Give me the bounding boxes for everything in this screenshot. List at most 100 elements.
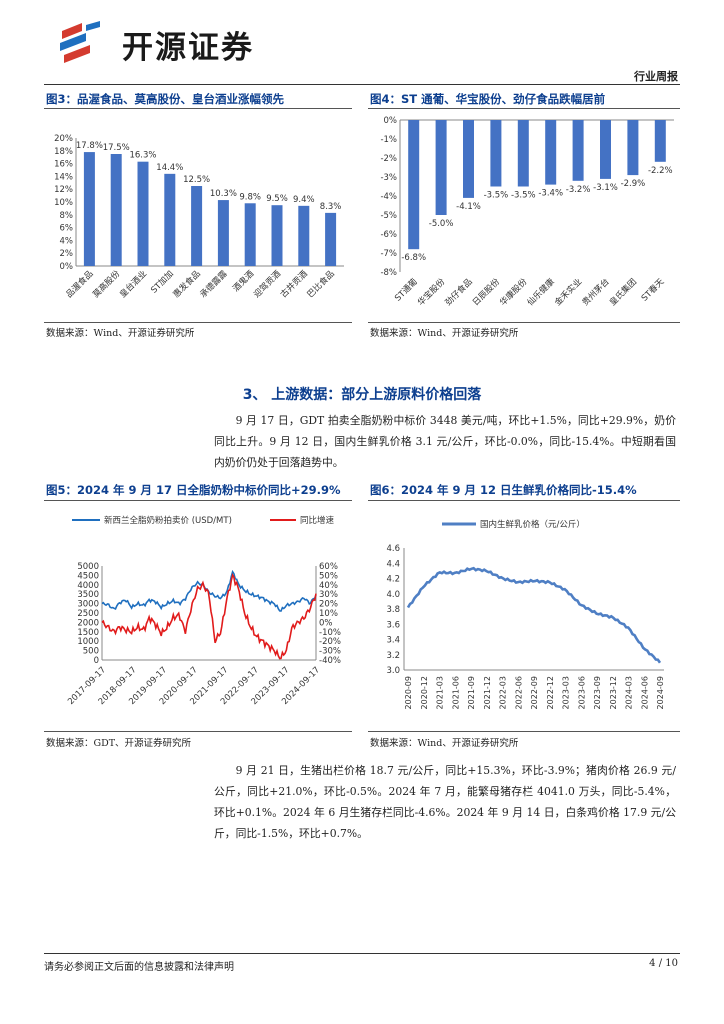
y-tick-label: 4.6 <box>386 544 400 554</box>
y-tick-left: 0 <box>94 656 99 666</box>
footer-rule <box>44 953 680 954</box>
data-label: 16.3% <box>129 151 156 161</box>
y-tick-label: 10% <box>54 198 73 208</box>
data-label: -3.5% <box>511 191 536 201</box>
x-tick-label: 皇氏集团 <box>607 276 639 308</box>
x-tick-label: 2023-06 <box>577 676 586 709</box>
fig5-chart: 新西兰全脂奶粉拍卖价 (USD/MT) 同比增速50004500400035003… <box>66 515 341 707</box>
x-tick-label: 贵州茅台 <box>580 276 612 308</box>
fig6-bottom-rule <box>368 731 680 732</box>
legend-gdt-label: 新西兰全脂奶粉拍卖价 (USD/MT) <box>104 515 232 526</box>
x-tick-label: 古井贡酒 <box>278 268 310 300</box>
y-tick-label: -4% <box>380 192 397 202</box>
y-tick-right: -40% <box>319 656 341 666</box>
fig3-chart: 20% 18% 16% 14% 12% 10% 8% 6% 4% 2% 0% 17.8% 品渥食品 17.… <box>54 134 344 300</box>
data-label: 9.4% <box>293 195 315 205</box>
y-tick-left: 1500 <box>77 628 99 638</box>
data-label: -4.1% <box>456 202 481 212</box>
y-tick-left: 4000 <box>77 581 99 591</box>
x-tick-label: 2022-12 <box>546 676 555 709</box>
fig4-chart: 0% -1% -2% -3% -4% -5% -6% -7% -8% -6.8% ST通葡 -5.0%… <box>380 116 674 308</box>
bar <box>408 120 420 250</box>
x-tick-label: 2023-12 <box>609 676 618 709</box>
y-tick-label: 12% <box>54 185 73 195</box>
bar <box>490 120 502 187</box>
x-tick-label: 2024-09 <box>656 676 665 709</box>
y-tick-left: 2500 <box>77 609 99 619</box>
bar <box>191 186 203 266</box>
footer-disclaimer: 请务必参阅正文后面的信息披露和法律声明 <box>44 962 234 973</box>
y-tick-right: 50% <box>319 571 338 581</box>
y-tick-label: -3% <box>380 173 397 183</box>
page-number: 4 / 10 <box>649 958 678 969</box>
y-tick-label: 3.6 <box>386 620 400 630</box>
x-tick-label: 2022-03 <box>499 676 508 709</box>
x-tick-label: 2024-06 <box>640 676 649 709</box>
y-tick-label: 3.2 <box>386 651 400 661</box>
data-label: -6.8% <box>401 253 426 263</box>
fig6-title: 图6：2024 年 9 月 12 日生鲜乳价格同比-15.4% <box>370 483 637 497</box>
y-tick-left: 2000 <box>77 618 99 628</box>
y-tick-right: -30% <box>319 647 341 657</box>
legend-yoy-label: 同比增速 <box>300 515 335 526</box>
fig4-top-rule <box>368 108 680 109</box>
bar <box>271 205 283 266</box>
y-tick-label: 14% <box>54 172 73 182</box>
y-tick-right: 60% <box>319 562 338 572</box>
x-tick-label: 日辰股份 <box>470 276 502 308</box>
y-tick-label: -2% <box>380 154 397 164</box>
bar <box>654 120 666 162</box>
fig6-chart: 国内生鲜乳价格（元/公斤） 4.6 4.4 4.2 4.0 3.8 3.6 3.4 3.2 3.0… <box>386 519 665 709</box>
logo-text: 开源证券 <box>122 29 254 66</box>
data-label: 17.8% <box>76 141 103 151</box>
bar <box>545 120 557 185</box>
x-tick-label: ST通葡 <box>393 276 420 303</box>
x-tick-label: 2022-06 <box>514 676 523 709</box>
x-tick-label: 莫高股份 <box>90 268 122 300</box>
data-label: -2.9% <box>621 179 646 189</box>
data-label: 17.5% <box>103 143 130 153</box>
fig5-top-rule <box>44 500 352 501</box>
x-tick-label: 2024-03 <box>625 676 634 709</box>
fig5-bottom-rule <box>44 731 352 732</box>
x-tick-label: 2021-09 <box>467 676 476 709</box>
bar <box>164 173 176 266</box>
fig5-title: 图5：2024 年 9 月 17 日全脂奶粉中标价同比+29.9% <box>46 483 341 497</box>
x-tick-label: 2021-03 <box>436 676 445 709</box>
data-label: -3.2% <box>566 185 591 195</box>
bar <box>572 120 584 181</box>
x-tick-label: 华康股份 <box>498 276 530 308</box>
y-tick-label: -5% <box>380 211 397 221</box>
bar <box>137 161 149 266</box>
report-type: 行业周报 <box>634 70 678 83</box>
data-label: -3.4% <box>538 189 563 199</box>
x-tick-label: ST春天 <box>639 276 667 304</box>
bar <box>83 152 95 266</box>
x-tick-label: 2022-09 <box>530 676 539 709</box>
paragraph-livestock: 9 月 21 日，生猪出栏价格 18.7 元/公斤，同比+15.3%，环比-3.… <box>214 764 676 840</box>
bar <box>463 120 474 198</box>
fig4-bottom-rule <box>368 322 680 323</box>
y-tick-label: 0% <box>60 262 74 272</box>
x-tick-label: 2020-12 <box>420 676 429 709</box>
fig3-bottom-rule <box>44 322 352 323</box>
y-tick-label: 3.0 <box>386 666 400 676</box>
bar <box>517 120 529 187</box>
fig6-top-rule <box>368 500 680 501</box>
y-tick-label: 6% <box>60 224 74 234</box>
x-tick-label: 2023-03 <box>562 676 571 709</box>
x-tick-label: 2021-12 <box>483 676 492 709</box>
y-tick-label: 4.2 <box>386 575 400 585</box>
y-tick-right: 10% <box>319 609 338 619</box>
bar <box>244 203 256 266</box>
bar <box>298 205 310 266</box>
x-tick-label: 惠发食品 <box>171 268 203 300</box>
bar <box>110 154 122 266</box>
x-tick-label: 2020-09 <box>404 676 413 709</box>
y-tick-label: 4.4 <box>386 559 400 569</box>
logo-mark-icon <box>60 21 100 63</box>
data-label: -5.0% <box>429 219 454 229</box>
x-tick-label: 金禾实业 <box>552 276 584 308</box>
x-tick-label: 仙乐健康 <box>525 276 557 308</box>
milk-price-line <box>406 566 662 664</box>
